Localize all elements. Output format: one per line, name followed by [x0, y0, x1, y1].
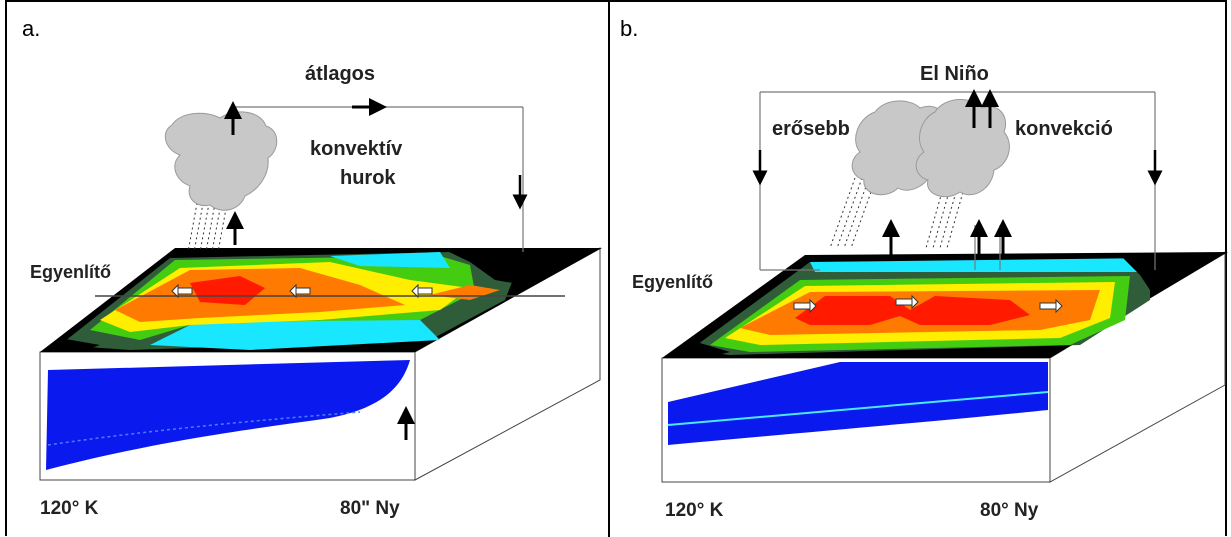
equator-label-b: Egyenlítő [632, 272, 713, 292]
longitude-right-a: 80" Ny [340, 498, 400, 519]
ocean-box-a [39, 247, 601, 481]
sea-surface-a [40, 248, 602, 352]
cloud-icon-a [164, 111, 278, 211]
sea-surface-b [662, 252, 1228, 358]
panel-a-diagram: átlagos konvektív hurok Egyenlítő 120° K… [30, 63, 602, 519]
rain-a [187, 197, 229, 253]
panel-b-diagram: El Niño erősebb konvekció Egyenlítő 120°… [632, 63, 1228, 521]
thermocline-wedge-a [46, 360, 410, 470]
longitude-left-a: 120° K [40, 498, 99, 519]
label-stronger: erősebb [772, 118, 850, 140]
loop-label-line2: hurok [340, 167, 396, 189]
loop-label-line1: konvektív [310, 138, 403, 160]
label-convection: konvekció [1015, 118, 1113, 140]
longitude-right-b: 80° Ny [980, 500, 1039, 521]
thermocline-wedge-b [668, 362, 1048, 445]
panel-a-letter: a. [22, 16, 41, 41]
equator-label-a: Egyenlítő [30, 262, 111, 282]
cloud-icon-b-right [915, 99, 1010, 198]
longitude-left-b: 120° K [665, 500, 724, 521]
trade-wind-arrows-a [171, 283, 433, 299]
panel-divider [608, 0, 610, 537]
panel-b-letter: b. [620, 16, 639, 41]
ocean-box-b [661, 251, 1226, 483]
title-average: átlagos [305, 63, 375, 85]
rain-b [829, 177, 968, 249]
figure-frame [5, 0, 1227, 536]
title-el-nino: El Niño [920, 63, 989, 85]
surface-arrows-b [793, 294, 1063, 314]
